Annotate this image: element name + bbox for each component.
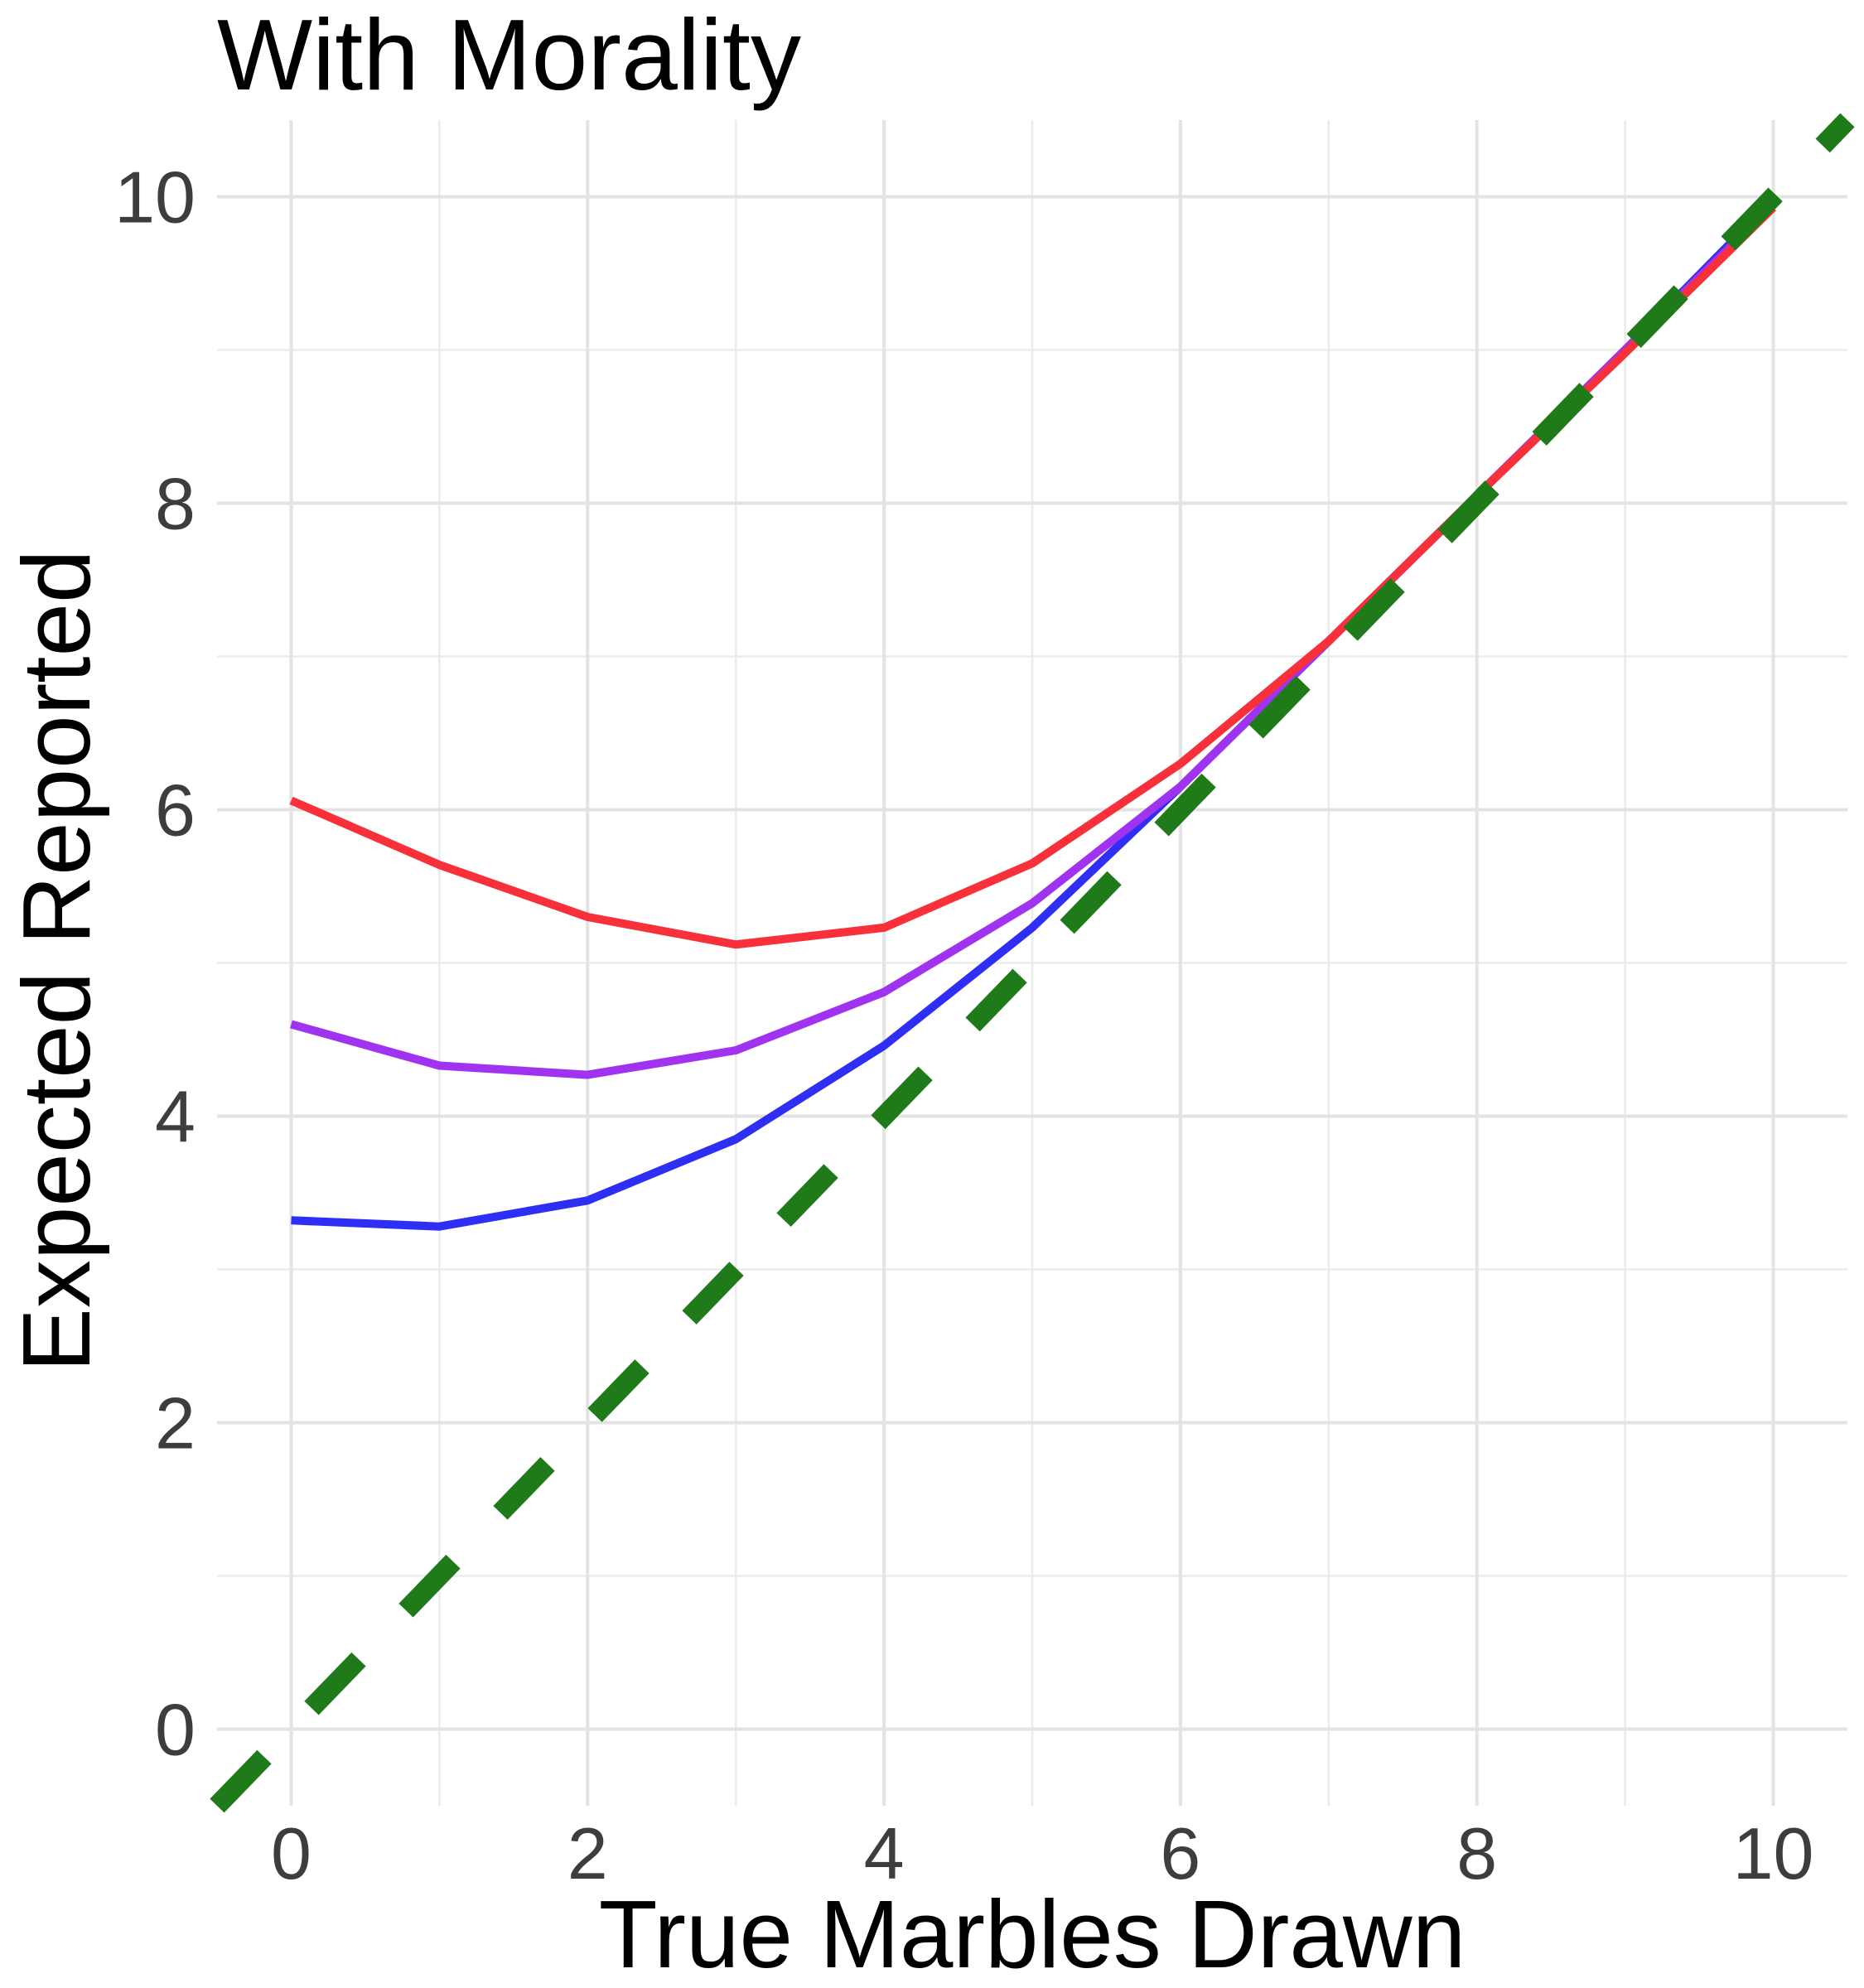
y-tick-label: 8 [155,463,196,545]
y-tick-label: 10 [114,157,196,239]
major-gridlines [217,120,1847,1806]
x-axis-title: True Marbles Drawn [599,1880,1466,1988]
y-axis-title: Expected Reported [2,549,110,1372]
x-tick-label: 0 [271,1812,311,1894]
y-tick-label: 4 [155,1076,196,1158]
y-tick-label: 0 [155,1689,196,1771]
series-lines [210,113,1855,1813]
reference-line [210,113,1855,1813]
chart-title: With Morality [217,0,801,111]
y-tick-label: 2 [155,1382,196,1464]
y-axis-ticks: 0 2 4 6 8 10 [114,157,196,1771]
x-tick-label: 10 [1733,1812,1814,1894]
x-tick-label: 6 [1160,1812,1200,1894]
series-line-3 [289,204,1777,949]
x-tick-label: 2 [567,1812,608,1894]
x-tick-label: 8 [1456,1812,1497,1894]
x-tick-label: 4 [864,1812,905,1894]
y-tick-label: 6 [155,770,196,852]
x-axis-ticks: 0 2 4 6 8 10 [271,1812,1814,1894]
minor-gridlines [217,120,1847,1806]
